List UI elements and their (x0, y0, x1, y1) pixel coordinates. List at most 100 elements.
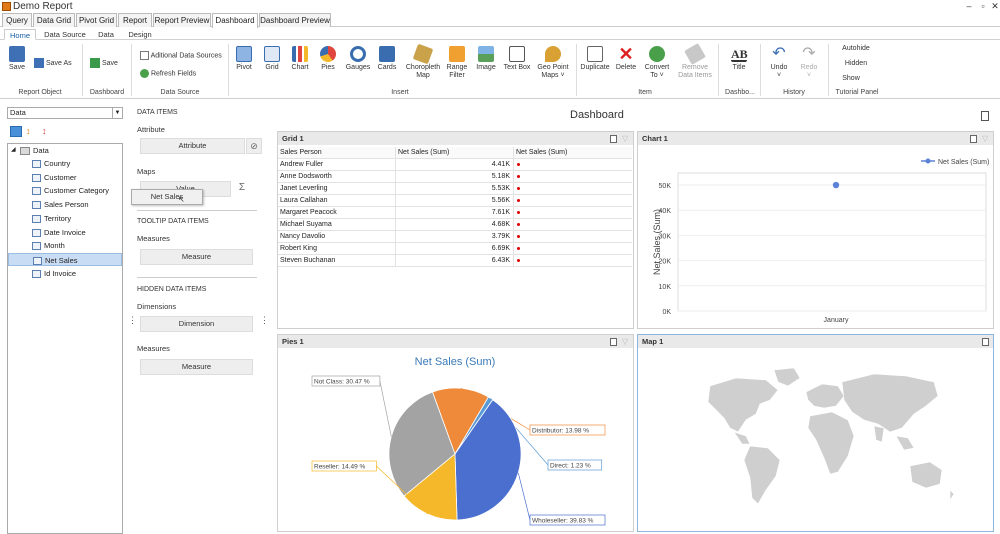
pivot-button[interactable]: Pivot (232, 46, 256, 72)
drag-handle-icon[interactable]: ⋮ (128, 315, 137, 325)
filter-icon[interactable]: ▽ (982, 134, 989, 143)
field-item[interactable]: Net Sales (8, 252, 122, 266)
tab-data-grid[interactable]: Data Grid (33, 13, 75, 27)
close-icon[interactable]: ✕ (991, 1, 999, 11)
autohide-button[interactable]: Autohide (836, 45, 876, 53)
tab-query[interactable]: Query (2, 13, 32, 27)
table-row[interactable]: Anne Dodsworth 5.18K (278, 171, 633, 183)
export-icon[interactable] (981, 111, 989, 121)
cell-sales-person: Janet Leverling (278, 183, 396, 195)
tab-dashboard[interactable]: Dashboard (212, 13, 258, 28)
sort-az-icon[interactable]: ↕ (26, 126, 31, 136)
filter-icon[interactable]: ▽ (622, 337, 629, 346)
tab-pivot-grid[interactable]: Pivot Grid (76, 13, 117, 27)
range-filter-button[interactable]: Range Filter (444, 46, 470, 80)
export-icon[interactable] (982, 338, 989, 346)
additional-sources-button[interactable]: Aditional Data Sources (140, 51, 226, 60)
dragged-field-net-sales[interactable]: Net Sales (131, 189, 203, 205)
field-item[interactable]: Customer (8, 171, 122, 184)
minimize-icon[interactable]: – (966, 1, 972, 11)
grid-header-net-sales-bar[interactable]: Net Sales (Sum) (514, 147, 632, 159)
field-item[interactable]: Territory (8, 212, 122, 225)
dashboard-save-button[interactable]: Save (90, 58, 124, 68)
field-item[interactable]: Date Invoice (8, 226, 122, 239)
ribbon-tab-home[interactable]: Home (4, 29, 36, 40)
delete-button[interactable]: ✕ Delete (613, 45, 639, 72)
remove-data-items-button[interactable]: Remove Data Items (676, 43, 714, 80)
refresh-icon (140, 69, 149, 78)
save-as-button[interactable]: Save As (34, 58, 76, 68)
redo-icon: ↷ (802, 45, 816, 62)
geo-point-maps-button[interactable]: Geo Point Maps ˅ (536, 46, 570, 80)
save-button[interactable]: Save (6, 46, 28, 72)
image-button[interactable]: Image (474, 46, 498, 72)
convert-label2: To ˅ (650, 72, 664, 79)
pies-button[interactable]: Pies (316, 46, 340, 72)
undo-button[interactable]: ↶ Undo ˅ (766, 46, 792, 80)
show-button[interactable]: Show (836, 75, 866, 83)
filter-icon[interactable]: ▽ (622, 134, 629, 143)
redo-button[interactable]: ↷ Redo ˅ (796, 46, 822, 80)
tab-report-preview[interactable]: Report Preview (153, 13, 211, 27)
list-view-icon[interactable] (10, 126, 22, 137)
cell-sales-person: Laura Callahan (278, 195, 396, 207)
field-item[interactable]: Month (8, 239, 122, 252)
data-point[interactable] (832, 181, 840, 189)
field-item[interactable]: Country (8, 157, 122, 170)
export-icon[interactable] (610, 338, 617, 346)
ribbon-tab-data-source[interactable]: Data Source (44, 30, 86, 39)
table-row[interactable]: Michael Suyama 4.68K (278, 219, 633, 231)
map-panel-title: Map 1 (642, 337, 664, 346)
attribute-slot[interactable]: Attribute (140, 138, 245, 154)
chevron-down-icon[interactable]: ▼ (112, 108, 122, 118)
chart-button[interactable]: Chart (288, 46, 312, 72)
red-dot-icon (517, 222, 520, 226)
grid-button[interactable]: Grid (260, 46, 284, 72)
refresh-fields-button[interactable]: Refresh Fields (140, 69, 210, 78)
field-label: Date Invoice (44, 227, 86, 237)
duplicate-button[interactable]: Duplicate (580, 46, 610, 72)
tab-dashboard-preview[interactable]: Dashboard Preview (259, 13, 331, 27)
cards-icon (379, 46, 395, 62)
hidden-dimension-slot[interactable]: Dimension (140, 316, 253, 332)
export-icon[interactable] (610, 135, 617, 143)
table-row[interactable]: Laura Callahan 5.56K (278, 195, 633, 207)
field-item[interactable]: Customer Category (8, 184, 122, 197)
expand-icon[interactable]: ◢ (11, 147, 16, 153)
convert-to-button[interactable]: Convert To ˅ (641, 46, 673, 80)
ribbon-tab-design[interactable]: Design (128, 30, 152, 39)
tooltip-measure-slot[interactable]: Measure (140, 249, 253, 265)
field-item[interactable]: Id Invoice (8, 267, 122, 280)
tab-report[interactable]: Report (118, 13, 152, 27)
table-row[interactable]: Margaret Peacock 7.61K (278, 207, 633, 219)
table-row[interactable]: Steven Buchanan 6.43K (278, 255, 633, 267)
table-row[interactable]: Robert King 6.69K (278, 243, 633, 255)
ribbon-tab-data[interactable]: Data (98, 30, 114, 39)
link-icon[interactable]: ⊘ (246, 138, 262, 154)
grid-header-net-sales[interactable]: Net Sales (Sum) (396, 147, 514, 159)
sort-za-icon[interactable]: ↕ (42, 126, 47, 136)
gauges-button[interactable]: Gauges (344, 46, 372, 72)
pie-slice[interactable] (454, 399, 522, 521)
drag-handle-icon[interactable]: ⋮ (260, 315, 269, 325)
table-row[interactable]: Andrew Fuller 4.41K (278, 159, 633, 171)
field-item[interactable]: Sales Person (8, 198, 122, 211)
textbox-button[interactable]: Text Box (502, 46, 532, 72)
hidden-measure-slot[interactable]: Measure (140, 359, 253, 375)
field-label: Customer (44, 172, 77, 182)
cards-button[interactable]: Cards (374, 46, 400, 72)
choropleth-map-button[interactable]: Choropleth Map (404, 43, 442, 80)
sum-icon[interactable]: Σ (238, 182, 246, 193)
export-icon[interactable] (970, 135, 977, 143)
table-row[interactable]: Janet Leverling 5.53K (278, 183, 633, 195)
title-button[interactable]: AB Title (726, 46, 752, 72)
tooltip-items-header: TOOLTIP DATA ITEMS (137, 218, 209, 225)
grid-header-sales-person[interactable]: Sales Person (278, 147, 396, 159)
restore-icon[interactable]: ▫ (981, 1, 985, 11)
tree-root-data[interactable]: ◢ Data (8, 144, 122, 157)
table-row[interactable]: Nancy Davolio 3.79K (278, 231, 633, 243)
hidden-button[interactable]: Hidden (836, 60, 876, 68)
scatter-chart: 0K 10K 20K 30K 40K 50K January Net Sales (Sum) N… (652, 158, 989, 324)
world-map[interactable] (638, 348, 993, 532)
datasource-select[interactable]: Data ▼ (7, 107, 123, 119)
